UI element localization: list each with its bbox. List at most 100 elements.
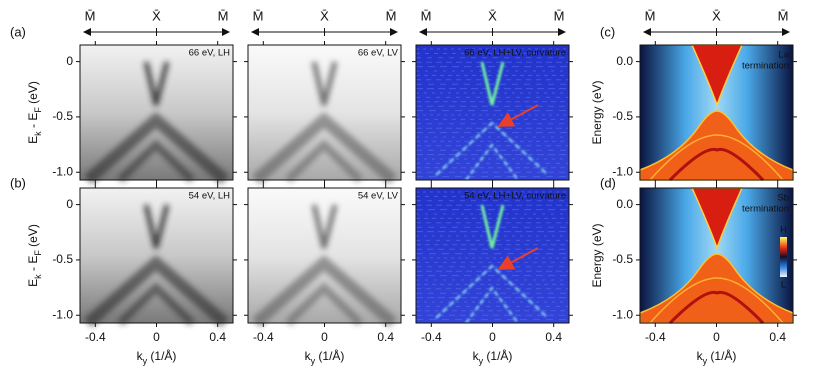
x-tick-label: -0.4	[85, 330, 106, 344]
red-arrow	[497, 247, 539, 270]
x-tick-label: 0	[489, 330, 496, 344]
bulk	[639, 110, 794, 181]
band	[117, 139, 195, 183]
y-axis-title-part: k	[33, 274, 43, 279]
x-axis-title-part: (1/Å)	[147, 348, 176, 363]
y-tick-label: -0.5	[612, 109, 633, 123]
cone	[690, 187, 744, 251]
y-tick-label: 0.0	[616, 197, 633, 211]
y-tick-label: -0.5	[612, 252, 633, 266]
x-axis-title: ky (1/Å)	[305, 348, 345, 366]
y-axis-title-part: - E	[26, 256, 40, 275]
path-label: M̄	[386, 8, 397, 23]
annotation: termination	[742, 204, 789, 215]
heatmap-bg	[416, 188, 569, 323]
y-axis-title-part: (eV)	[26, 81, 40, 107]
path-label: X̄	[320, 8, 329, 23]
path-label: M̄	[421, 8, 432, 23]
y-axis-title-part: Energy (eV)	[590, 223, 604, 287]
band	[84, 255, 229, 328]
y-tick-label: -1.0	[52, 164, 73, 178]
x-axis-title: ky (1/Å)	[697, 348, 737, 366]
annotation: 54 eV, LH	[189, 191, 231, 202]
x-axis-title-part: (1/Å)	[483, 348, 512, 363]
x-axis-title-part: k	[137, 349, 144, 363]
path-label: X̄	[712, 8, 721, 23]
annotation: 66 eV, LV	[358, 48, 399, 59]
band	[252, 255, 397, 328]
y-axis-title-part: F	[33, 107, 43, 113]
band	[285, 139, 363, 183]
x-tick-label: 0.4	[545, 330, 562, 344]
x-axis-title-part: (1/Å)	[315, 348, 344, 363]
annotation: 54 eV, LH+LV, curvature	[464, 191, 566, 202]
heatmap	[415, 44, 570, 181]
red-arrow	[497, 104, 539, 127]
x-tick-label: 0	[321, 330, 328, 344]
x-axis-title-part: y	[479, 356, 484, 366]
band	[465, 143, 519, 181]
colorbar-label: H	[780, 225, 787, 236]
y-tick-label: 0.0	[616, 54, 633, 68]
annotation: termination	[742, 61, 789, 72]
path-label: M̄	[554, 8, 565, 23]
panel-label: (c)	[600, 24, 615, 39]
path-label: X̄	[152, 8, 161, 23]
x-tick-label: -0.4	[645, 330, 666, 344]
heatmap	[247, 187, 402, 328]
heatmap	[639, 44, 794, 182]
heatmap	[79, 44, 234, 185]
band	[649, 134, 784, 181]
x-axis-title-part: k	[305, 349, 312, 363]
y-axis-title: Ek - EF (eV)	[26, 224, 43, 287]
x-axis-title-part: y	[703, 356, 708, 366]
y-tick-label: -1.0	[612, 307, 633, 321]
x-tick-label: 0.4	[209, 330, 226, 344]
heatmap	[247, 44, 402, 185]
y-axis-title-part: k	[33, 131, 43, 136]
y-tick-label: -0.5	[52, 252, 73, 266]
y-tick-label: -0.5	[52, 109, 73, 123]
band	[480, 204, 505, 249]
x-axis-title-part: (1/Å)	[707, 348, 736, 363]
panel-label: (b)	[10, 175, 26, 190]
band	[143, 61, 170, 106]
band	[435, 264, 549, 319]
band	[668, 147, 765, 182]
x-axis-title-part: y	[143, 356, 148, 366]
path-label: M̄	[218, 8, 229, 23]
path-label: M̄	[253, 8, 264, 23]
heatmap	[415, 187, 570, 324]
heatmap-bg	[416, 45, 569, 180]
band	[435, 121, 549, 176]
y-axis-title: Ek - EF (eV)	[26, 81, 43, 144]
path-label: X̄	[488, 8, 497, 23]
y-axis-title: Energy (eV)	[590, 80, 604, 144]
x-tick-label: 0.4	[377, 330, 394, 344]
y-axis-title-part: - E	[26, 113, 40, 132]
x-tick-label: -0.4	[253, 330, 274, 344]
heatmap	[639, 187, 794, 325]
band	[668, 290, 765, 325]
band	[252, 112, 397, 185]
annotation: La	[778, 50, 789, 61]
x-axis-title: ky (1/Å)	[473, 348, 513, 366]
x-tick-label: 0	[713, 330, 720, 344]
band	[143, 204, 170, 249]
annotation: 66 eV, LH	[189, 48, 231, 59]
x-tick-label: 0	[153, 330, 160, 344]
y-axis-title: Energy (eV)	[590, 223, 604, 287]
y-tick-label: 0	[66, 54, 73, 68]
y-axis-title-part: E	[26, 136, 40, 144]
y-axis-title-part: E	[26, 279, 40, 287]
bulk	[639, 253, 794, 324]
y-tick-label: -1.0	[52, 307, 73, 321]
annotation: 66 eV, LH+LV, curvature	[464, 48, 566, 59]
path-label: M̄	[645, 8, 656, 23]
band	[480, 61, 505, 106]
heatmap	[79, 187, 234, 328]
band	[649, 277, 784, 324]
colorbar-label: L	[781, 280, 786, 291]
